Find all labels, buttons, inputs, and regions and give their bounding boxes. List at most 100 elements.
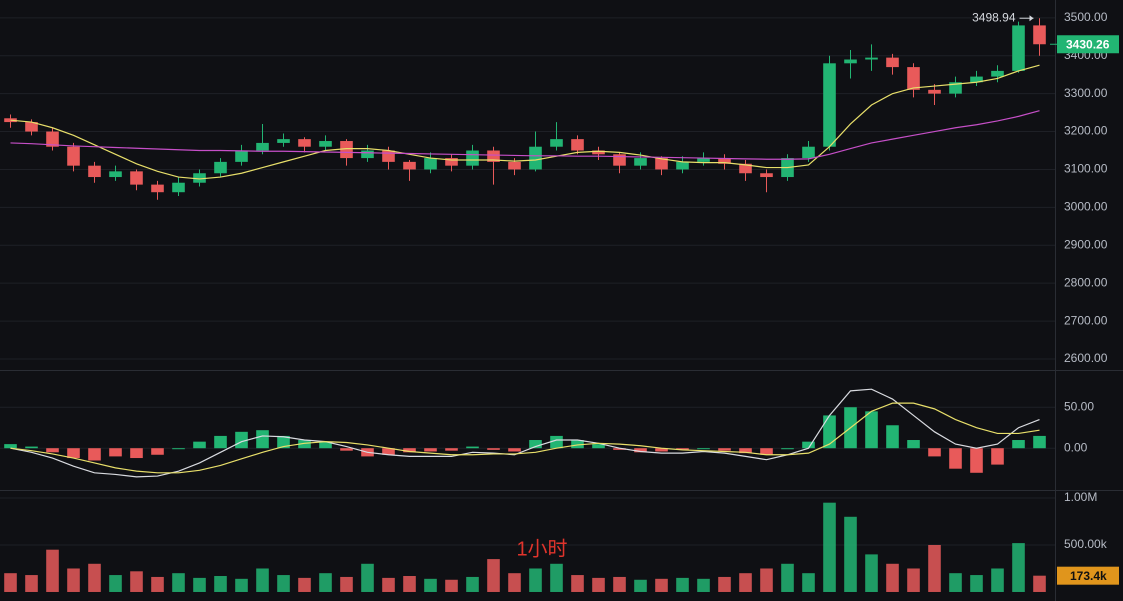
y-tick-label: 2700.00 [1064, 313, 1108, 327]
y-tick-label: 1.00M [1064, 490, 1097, 504]
macd-bar [571, 440, 584, 449]
macd-bar [907, 440, 920, 449]
macd-bar [256, 430, 269, 449]
volume-bar [88, 563, 101, 592]
macd-bar [970, 448, 983, 473]
macd-bar [466, 446, 479, 449]
candle-body [508, 161, 521, 170]
volume-bar [802, 573, 815, 592]
macd-bar [109, 448, 122, 457]
candle-body [130, 171, 143, 185]
volume-bar [613, 576, 626, 592]
volume-bar [466, 576, 479, 592]
volume-bar [130, 571, 143, 592]
volume-bar [382, 577, 395, 592]
macd-bar [718, 448, 731, 451]
candle-body [1012, 25, 1025, 71]
volume-bar [361, 563, 374, 592]
moving-average-line [10, 110, 1040, 160]
candle-body [340, 141, 353, 159]
candle-body [970, 76, 983, 83]
macd-bar [67, 448, 80, 459]
annotation: 1小时 [516, 537, 567, 560]
candle-body [487, 150, 500, 162]
candle-body [844, 59, 857, 64]
candle-body [88, 165, 101, 178]
macd-bar [865, 411, 878, 449]
macd-bar [424, 448, 437, 452]
volume-bar [655, 578, 668, 592]
macd-bar [529, 440, 542, 449]
volume-bar [970, 575, 983, 592]
macd-bar [487, 448, 500, 450]
volume-bar [886, 563, 899, 592]
macd-bar [319, 441, 332, 449]
macd-bar [1033, 435, 1046, 449]
volume-bar [46, 549, 59, 592]
macd-bar [277, 435, 290, 449]
volume-bar [991, 568, 1004, 592]
candle-body [739, 163, 752, 174]
candle-body [802, 146, 815, 159]
price-tag-label: 3430.26 [1066, 37, 1110, 51]
y-tick-label: 3300.00 [1064, 86, 1108, 100]
volume-bar [550, 563, 563, 592]
volume-bar [739, 573, 752, 592]
candle-body [697, 158, 710, 162]
macd-line [10, 388, 1040, 478]
candle-body [529, 146, 542, 170]
volume-bar [109, 575, 122, 592]
volume-bar [151, 576, 164, 592]
macd-bar [340, 448, 353, 451]
volume-bar [508, 573, 521, 592]
macd-bar [592, 444, 605, 449]
volume-bar [781, 563, 794, 592]
candle-body [424, 158, 437, 170]
candle-body [151, 184, 164, 193]
candle-body [361, 150, 374, 159]
candle-body [676, 161, 689, 170]
candle-body [655, 158, 668, 170]
y-tick-label: 500.00k [1064, 537, 1108, 551]
volume-bar [298, 577, 311, 592]
volume-bar [214, 576, 227, 592]
y-tick-label: 2900.00 [1064, 237, 1108, 251]
candle-body [613, 154, 626, 166]
macd-bar [130, 448, 143, 459]
volume-bar [571, 575, 584, 592]
volume-bar [928, 544, 941, 592]
macd-bar [298, 440, 311, 449]
volume-bar [172, 573, 185, 592]
macd-bar [949, 448, 962, 469]
candle-body [907, 67, 920, 90]
candle-body [949, 82, 962, 94]
macd-bar [88, 448, 101, 461]
candle-body [319, 141, 332, 147]
candle-body [109, 171, 122, 178]
macd-bar [403, 448, 416, 453]
macd-bar [928, 448, 941, 457]
volume-bar [340, 576, 353, 592]
candle-body [298, 139, 311, 147]
volume-bar [823, 502, 836, 592]
candle-body [466, 150, 479, 166]
price-tag [1057, 35, 1119, 54]
macd-bar [46, 448, 59, 453]
candle-body [592, 150, 605, 155]
candle-body [760, 173, 773, 178]
macd-bar [760, 448, 773, 455]
candle-body [550, 139, 563, 147]
candle-body [634, 158, 647, 166]
volume-bar [676, 577, 689, 592]
candle-body [445, 158, 458, 166]
macd-bar [4, 444, 17, 449]
macd-bar [823, 415, 836, 449]
volume-bar [235, 578, 248, 592]
volume-tag-label: 173.4k [1070, 569, 1107, 583]
candle-body [214, 161, 227, 174]
macd-bar [697, 448, 710, 450]
volume-bar [718, 576, 731, 592]
macd-line [10, 402, 1040, 474]
